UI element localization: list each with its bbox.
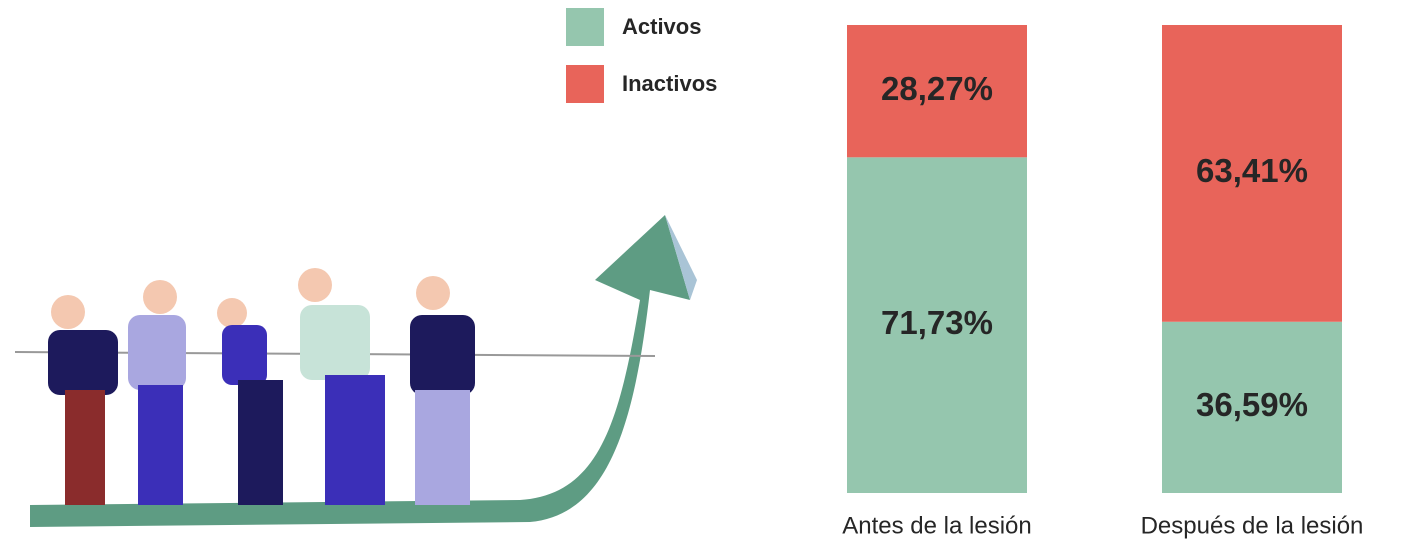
people xyxy=(48,268,475,505)
arrow-edge xyxy=(665,215,697,300)
bar-segment xyxy=(847,25,1027,158)
legend-label: Activos xyxy=(622,14,701,39)
value-label: 36,59% xyxy=(1196,386,1308,423)
illustration xyxy=(14,215,697,527)
bar-segment xyxy=(847,157,1027,494)
value-label: 28,27% xyxy=(881,70,993,107)
legend-swatch xyxy=(566,8,604,46)
value-label: 63,41% xyxy=(1196,152,1308,189)
legend-label: Inactivos xyxy=(622,71,717,96)
bar-segment xyxy=(1162,321,1342,493)
x-tick-label: Antes de la lesión xyxy=(842,512,1031,539)
value-label: 71,73% xyxy=(881,304,993,341)
bar-segment xyxy=(1162,25,1342,322)
legend-swatch xyxy=(566,65,604,103)
x-tick-label: Después de la lesión xyxy=(1141,512,1364,539)
